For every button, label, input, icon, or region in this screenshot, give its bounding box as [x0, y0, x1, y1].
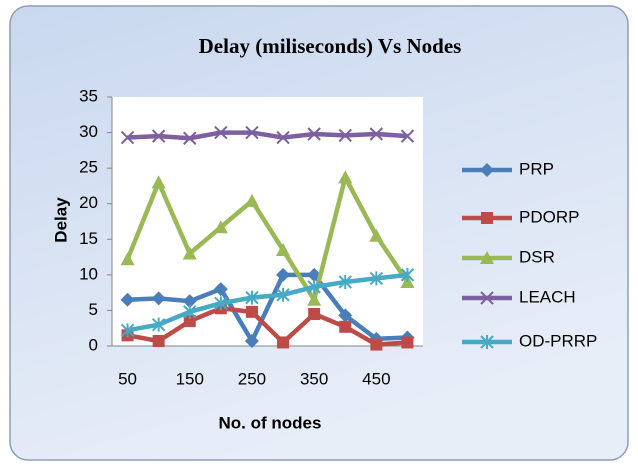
- marker: [213, 282, 228, 297]
- marker: [120, 292, 135, 307]
- x-axis-label: No. of nodes: [219, 413, 322, 432]
- marker: [307, 279, 321, 294]
- y-axis-label: Delay: [51, 197, 70, 243]
- marker: [214, 296, 228, 311]
- legend-label: OD-PRRP: [519, 331, 597, 350]
- marker: [480, 163, 494, 177]
- marker: [151, 291, 166, 306]
- chart-title: Delay (miliseconds) Vs Nodes: [199, 34, 462, 58]
- series-line: [127, 272, 408, 344]
- x-tick-label: 250: [238, 369, 266, 388]
- marker: [213, 220, 228, 234]
- marker: [480, 335, 494, 349]
- marker: [308, 307, 321, 320]
- marker: [244, 193, 259, 207]
- marker: [151, 317, 166, 332]
- marker: [120, 130, 135, 145]
- series-line: [125, 175, 410, 303]
- marker: [481, 212, 493, 224]
- marker: [277, 336, 290, 349]
- marker: [276, 130, 290, 145]
- series-line: [127, 306, 408, 347]
- y-tick-label: 10: [79, 264, 98, 283]
- y-tick-label: 20: [79, 193, 98, 212]
- x-tick-label: 350: [300, 369, 328, 388]
- y-tick-label: 25: [79, 158, 98, 177]
- marker: [120, 323, 135, 338]
- legend-label: LEACH: [519, 287, 576, 306]
- marker: [307, 292, 322, 306]
- marker: [369, 271, 384, 286]
- y-tick-label: 5: [89, 300, 98, 319]
- marker: [245, 125, 259, 140]
- marker: [183, 304, 197, 319]
- marker: [369, 228, 384, 242]
- marker: [338, 274, 352, 289]
- y-tick-label: 30: [79, 122, 98, 141]
- marker: [276, 287, 290, 302]
- marker: [183, 131, 197, 145]
- marker: [370, 338, 383, 351]
- marker: [152, 335, 165, 348]
- marker: [276, 242, 291, 256]
- marker: [182, 246, 197, 260]
- marker: [400, 267, 415, 282]
- marker: [307, 127, 321, 141]
- legend-label: PDORP: [519, 207, 579, 226]
- marker: [338, 308, 353, 323]
- x-tick-label: 450: [362, 369, 390, 388]
- marker: [183, 315, 196, 328]
- marker: [276, 267, 291, 282]
- y-tick-label: 15: [79, 229, 98, 248]
- marker: [338, 128, 352, 143]
- marker: [480, 291, 494, 305]
- marker: [151, 175, 166, 189]
- series-line: [127, 130, 408, 141]
- marker: [245, 290, 259, 305]
- y-tick-label: 35: [79, 86, 98, 105]
- marker: [400, 129, 415, 143]
- marker: [401, 336, 414, 349]
- marker: [214, 125, 228, 140]
- marker: [338, 170, 353, 184]
- series-line: [127, 272, 408, 333]
- y-tick-label: 0: [89, 335, 98, 354]
- marker: [480, 251, 494, 264]
- x-tick-label: 50: [118, 369, 137, 388]
- marker: [339, 320, 352, 333]
- legend-label: DSR: [519, 247, 555, 266]
- marker: [369, 127, 384, 141]
- marker: [151, 129, 166, 143]
- marker: [244, 334, 259, 349]
- legend-label: PRP: [519, 159, 554, 178]
- marker: [182, 294, 197, 309]
- marker: [245, 305, 258, 318]
- x-tick-label: 150: [176, 369, 204, 388]
- marker: [120, 252, 135, 266]
